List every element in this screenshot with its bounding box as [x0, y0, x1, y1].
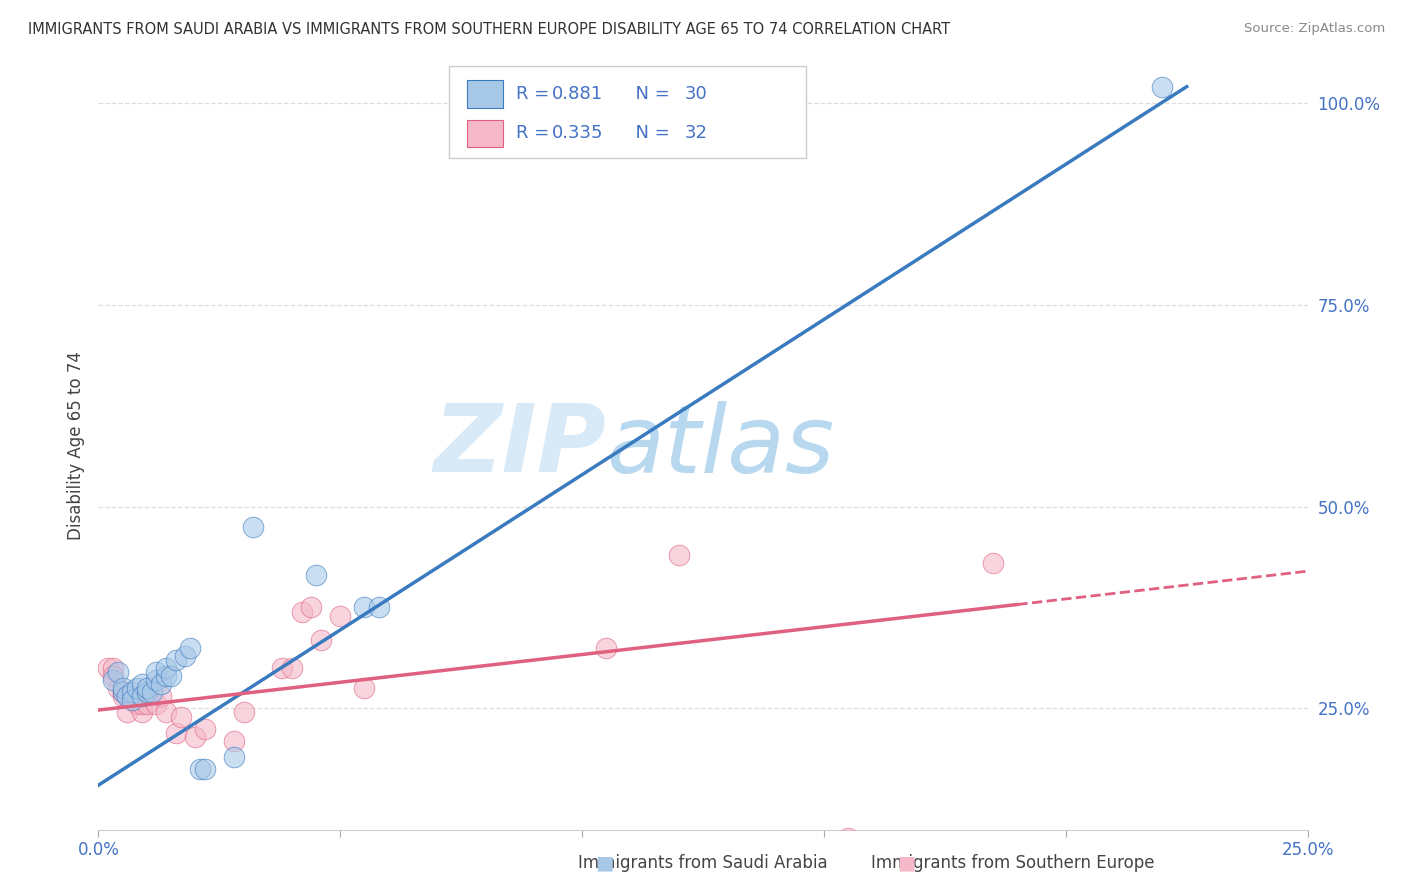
Point	[150, 690, 173, 704]
Point	[160, 669, 183, 683]
Point	[165, 653, 187, 667]
Point	[111, 685, 134, 699]
Point	[271, 661, 294, 675]
Text: IMMIGRANTS FROM SAUDI ARABIA VS IMMIGRANTS FROM SOUTHERN EUROPE DISABILITY AGE 6: IMMIGRANTS FROM SAUDI ARABIA VS IMMIGRAN…	[28, 22, 950, 37]
FancyBboxPatch shape	[467, 120, 503, 147]
Point	[101, 669, 124, 683]
Point	[135, 685, 157, 699]
Point	[222, 750, 245, 764]
Point	[837, 830, 859, 845]
Point	[107, 665, 129, 679]
Text: ■: ■	[897, 854, 917, 872]
Point	[155, 706, 177, 720]
Point	[165, 725, 187, 739]
Point	[353, 600, 375, 615]
Point	[111, 685, 134, 699]
Text: ■: ■	[595, 854, 614, 872]
Point	[121, 693, 143, 707]
Point	[141, 685, 163, 699]
FancyBboxPatch shape	[449, 66, 806, 158]
Text: R =: R =	[516, 124, 554, 143]
Point	[368, 600, 391, 615]
FancyBboxPatch shape	[467, 80, 503, 108]
Point	[222, 733, 245, 747]
Text: Immigrants from Southern Europe: Immigrants from Southern Europe	[870, 855, 1154, 872]
Point	[184, 730, 207, 744]
Text: 0.335: 0.335	[551, 124, 603, 143]
Point	[329, 608, 352, 623]
Point	[121, 690, 143, 704]
Point	[101, 661, 124, 675]
Point	[97, 661, 120, 675]
Text: Source: ZipAtlas.com: Source: ZipAtlas.com	[1244, 22, 1385, 36]
Point	[150, 677, 173, 691]
Point	[107, 681, 129, 696]
Point	[111, 681, 134, 696]
Point	[232, 706, 254, 720]
Point	[179, 640, 201, 655]
Text: 0.881: 0.881	[551, 85, 603, 103]
Point	[111, 690, 134, 704]
Point	[131, 677, 153, 691]
Text: 32: 32	[685, 124, 707, 143]
Text: N =: N =	[624, 85, 676, 103]
Point	[127, 681, 149, 696]
Point	[174, 648, 197, 663]
Point	[155, 669, 177, 683]
Point	[131, 698, 153, 712]
Point	[121, 685, 143, 699]
Point	[595, 640, 617, 655]
Point	[169, 709, 191, 723]
Point	[309, 632, 332, 647]
Point	[194, 762, 217, 776]
Point	[305, 568, 328, 582]
Point	[281, 661, 304, 675]
Text: ZIP: ZIP	[433, 400, 606, 492]
Point	[353, 681, 375, 696]
Point	[194, 722, 217, 736]
Text: N =: N =	[624, 124, 676, 143]
Point	[135, 681, 157, 696]
Text: atlas: atlas	[606, 401, 835, 491]
Point	[145, 698, 167, 712]
Text: 30: 30	[685, 85, 707, 103]
Point	[145, 673, 167, 688]
Point	[127, 698, 149, 712]
Y-axis label: Disability Age 65 to 74: Disability Age 65 to 74	[66, 351, 84, 541]
Text: Immigrants from Saudi Arabia: Immigrants from Saudi Arabia	[578, 855, 828, 872]
Point	[131, 706, 153, 720]
Text: R =: R =	[516, 85, 554, 103]
Point	[188, 762, 211, 776]
Point	[131, 690, 153, 704]
Point	[117, 690, 139, 704]
Point	[1152, 79, 1174, 94]
Point	[981, 556, 1004, 570]
Point	[299, 600, 322, 615]
Point	[242, 520, 264, 534]
Point	[101, 673, 124, 688]
Point	[145, 665, 167, 679]
Point	[135, 698, 157, 712]
Point	[290, 605, 312, 619]
Point	[668, 548, 690, 562]
Point	[155, 661, 177, 675]
Point	[117, 706, 139, 720]
